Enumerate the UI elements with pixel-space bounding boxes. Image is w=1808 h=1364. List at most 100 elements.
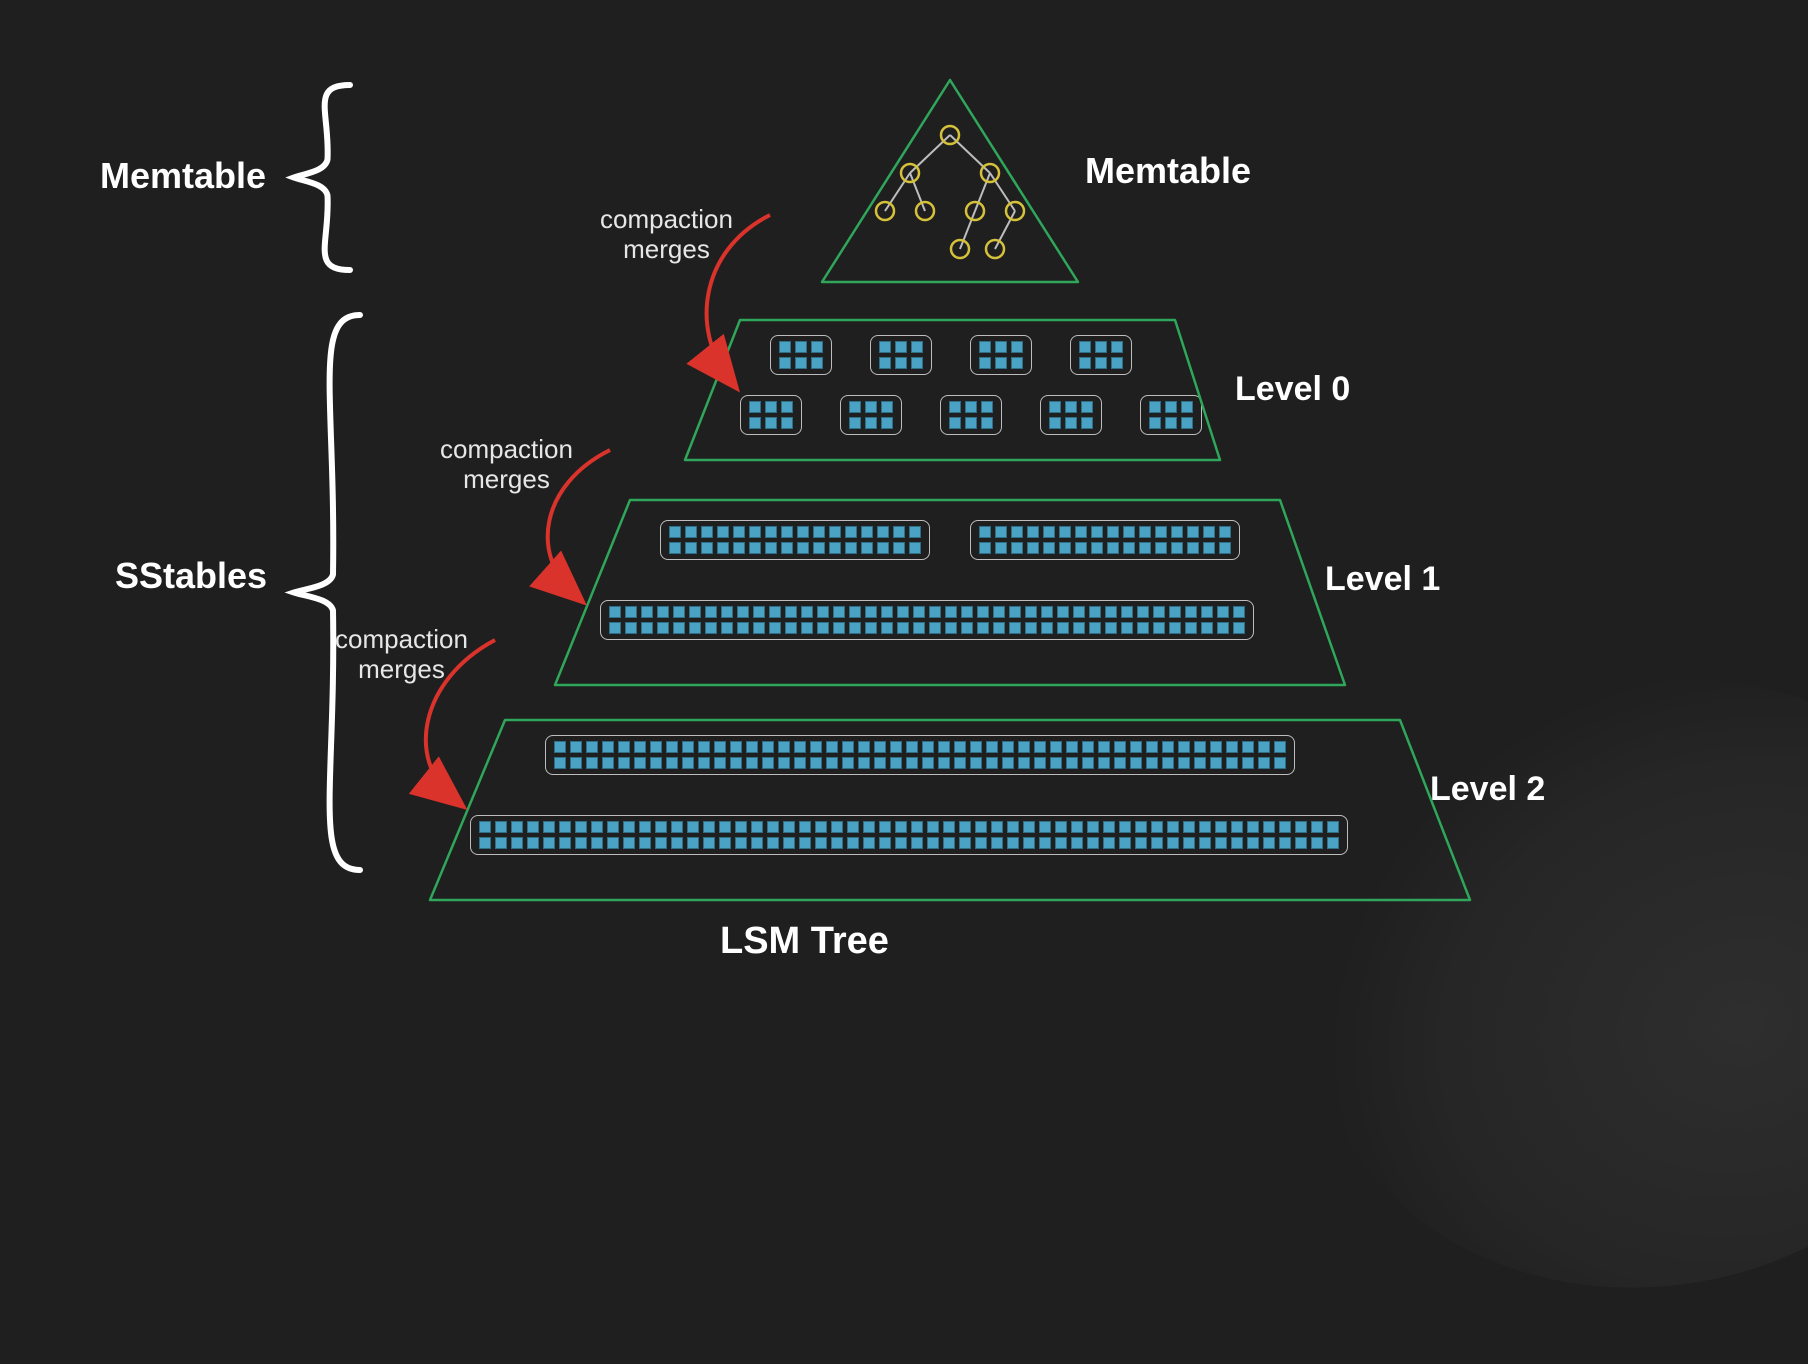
data-cell (779, 341, 791, 353)
data-cell (813, 542, 825, 554)
data-cell (1025, 606, 1037, 618)
data-cell (1155, 526, 1167, 538)
data-cell (641, 622, 653, 634)
data-cell (861, 526, 873, 538)
data-cell (1095, 357, 1107, 369)
data-cell (1217, 606, 1229, 618)
data-cell (783, 837, 795, 849)
data-cell (1066, 757, 1078, 769)
data-cell (735, 821, 747, 833)
data-cell (721, 622, 733, 634)
data-cell (1103, 821, 1115, 833)
data-cell (991, 837, 1003, 849)
data-cell (1187, 526, 1199, 538)
data-cell (1002, 741, 1014, 753)
data-cell (749, 542, 761, 554)
data-cell (1055, 821, 1067, 833)
sstable-block (1070, 335, 1132, 375)
data-cell (995, 357, 1007, 369)
data-cell (1167, 821, 1179, 833)
data-cell (586, 741, 598, 753)
data-cell (1231, 821, 1243, 833)
data-cell (495, 821, 507, 833)
data-cell (1185, 622, 1197, 634)
data-cell (1215, 837, 1227, 849)
data-cell (1111, 357, 1123, 369)
data-cell (1065, 417, 1077, 429)
data-cell (849, 606, 861, 618)
data-cell (751, 821, 763, 833)
data-cell (765, 526, 777, 538)
data-cell (737, 606, 749, 618)
data-cell (1023, 837, 1035, 849)
data-cell (970, 741, 982, 753)
data-cell (765, 417, 777, 429)
data-cell (1002, 757, 1014, 769)
data-cell (701, 526, 713, 538)
data-cell (1103, 837, 1115, 849)
data-cell (858, 741, 870, 753)
data-cell (1183, 837, 1195, 849)
data-cell (833, 606, 845, 618)
data-cell (797, 526, 809, 538)
data-cell (735, 837, 747, 849)
data-cell (705, 622, 717, 634)
data-cell (849, 622, 861, 634)
data-cell (1049, 417, 1061, 429)
data-cell (1247, 837, 1259, 849)
data-cell (1171, 542, 1183, 554)
data-cell (810, 741, 822, 753)
data-cell (979, 357, 991, 369)
data-cell (1034, 741, 1046, 753)
data-cell (749, 526, 761, 538)
data-cell (634, 757, 646, 769)
data-cell (1121, 606, 1133, 618)
data-cell (639, 821, 651, 833)
data-cell (685, 542, 697, 554)
data-cell (879, 341, 891, 353)
data-cell (714, 741, 726, 753)
data-cell (1041, 622, 1053, 634)
data-cell (1187, 542, 1199, 554)
sstable-block (970, 335, 1032, 375)
data-cell (861, 542, 873, 554)
data-cell (811, 357, 823, 369)
data-cell (1215, 821, 1227, 833)
data-cell (890, 757, 902, 769)
sstable-block (740, 395, 802, 435)
data-cell (1233, 606, 1245, 618)
data-cell (602, 741, 614, 753)
data-cell (1194, 741, 1206, 753)
data-cell (650, 741, 662, 753)
data-cell (1199, 837, 1211, 849)
data-cell (1194, 757, 1206, 769)
data-cell (801, 622, 813, 634)
data-cell (733, 526, 745, 538)
data-cell (527, 821, 539, 833)
data-cell (781, 401, 793, 413)
data-cell (657, 606, 669, 618)
data-cell (897, 606, 909, 618)
data-cell (602, 757, 614, 769)
data-cell (650, 757, 662, 769)
data-cell (682, 757, 694, 769)
level-label-0: Memtable (1085, 150, 1251, 192)
data-cell (833, 622, 845, 634)
compaction-label-0: compactionmerges (600, 205, 733, 265)
data-cell (945, 622, 957, 634)
data-cell (877, 526, 889, 538)
data-cell (993, 606, 1005, 618)
data-cell (1027, 542, 1039, 554)
data-cell (1149, 401, 1161, 413)
data-cell (687, 837, 699, 849)
data-cell (927, 837, 939, 849)
data-cell (527, 837, 539, 849)
data-cell (1089, 606, 1101, 618)
data-cell (1039, 821, 1051, 833)
data-cell (1057, 622, 1069, 634)
data-cell (1201, 622, 1213, 634)
data-cell (781, 526, 793, 538)
sstable-block (545, 735, 1295, 775)
data-cell (1162, 741, 1174, 753)
data-cell (929, 622, 941, 634)
